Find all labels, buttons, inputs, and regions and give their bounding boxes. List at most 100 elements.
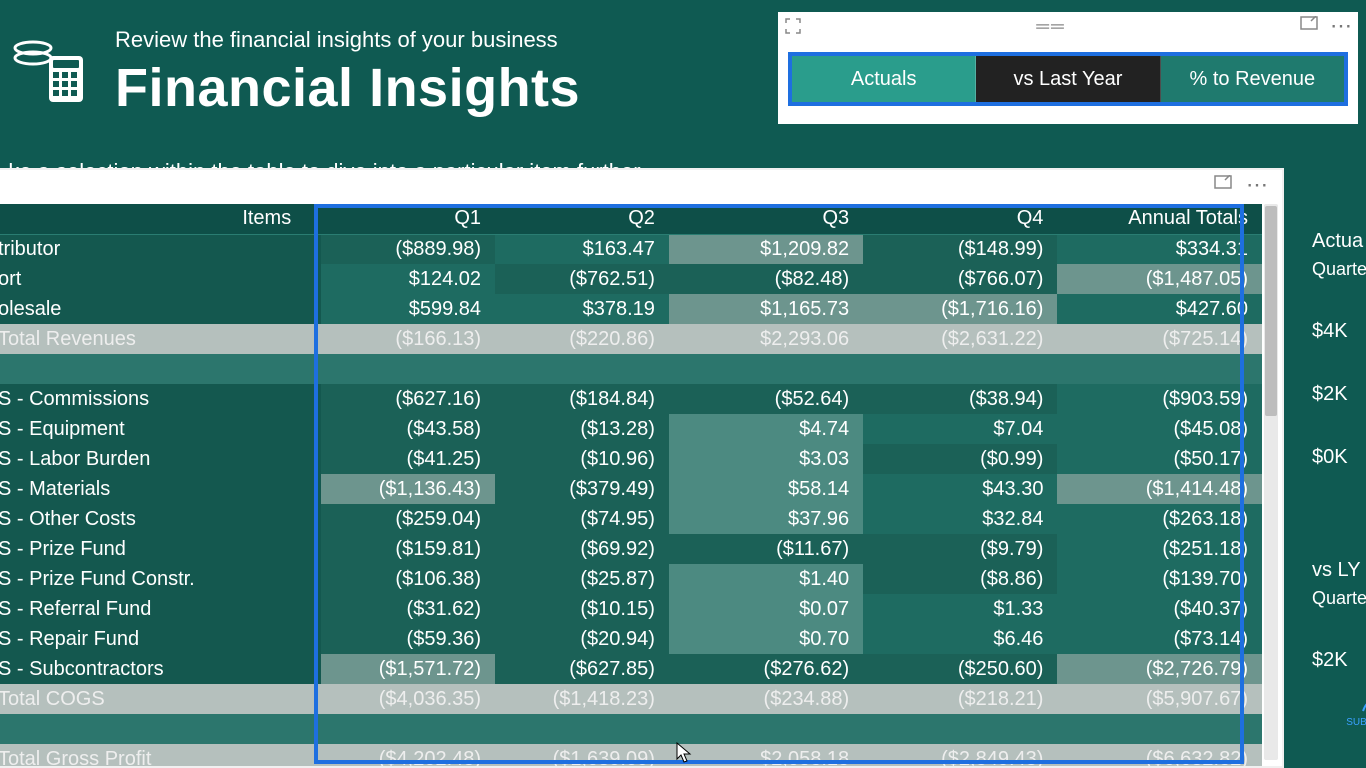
table-cell[interactable]: ($251.18) bbox=[1057, 534, 1262, 564]
table-cell[interactable]: ($25.87) bbox=[495, 564, 669, 594]
column-header[interactable]: Items bbox=[0, 204, 321, 234]
table-cell[interactable]: $2,293.06 bbox=[669, 324, 863, 354]
table-cell[interactable]: ($4,202.48) bbox=[321, 744, 495, 766]
table-row[interactable]: ort$124.02($762.51)($82.48)($766.07)($1,… bbox=[0, 264, 1262, 294]
table-row[interactable]: Total COGS($4,036.35)($1,418.23)($234.88… bbox=[0, 684, 1262, 714]
table-cell[interactable]: ($106.38) bbox=[321, 564, 495, 594]
table-cell[interactable]: ($59.36) bbox=[321, 624, 495, 654]
table-cell[interactable]: ($250.60) bbox=[863, 654, 1057, 684]
table-cell[interactable]: ($52.64) bbox=[669, 384, 863, 414]
table-row[interactable]: S - Referral Fund($31.62)($10.15)$0.07$1… bbox=[0, 594, 1262, 624]
column-header[interactable]: Q1 bbox=[321, 204, 495, 234]
table-cell[interactable]: $32.84 bbox=[863, 504, 1057, 534]
slicer-option-vslastyear[interactable]: vs Last Year bbox=[976, 56, 1160, 102]
table-cell[interactable]: ($40.37) bbox=[1057, 594, 1262, 624]
table-cell[interactable]: ($43.58) bbox=[321, 414, 495, 444]
row-label[interactable] bbox=[0, 714, 321, 744]
table-cell[interactable]: ($263.18) bbox=[1057, 504, 1262, 534]
table-cell[interactable]: ($166.13) bbox=[321, 324, 495, 354]
table-row[interactable]: Total Revenues($166.13)($220.86)$2,293.0… bbox=[0, 324, 1262, 354]
table-cell[interactable]: ($1,414.48) bbox=[1057, 474, 1262, 504]
table-row[interactable]: S - Other Costs($259.04)($74.95)$37.96$3… bbox=[0, 504, 1262, 534]
table-cell[interactable]: $7.04 bbox=[863, 414, 1057, 444]
table-cell[interactable] bbox=[495, 354, 669, 384]
table-cell[interactable]: ($31.62) bbox=[321, 594, 495, 624]
row-label[interactable]: S - Equipment bbox=[0, 414, 321, 444]
visual-header[interactable]: ══ ⋯ bbox=[778, 12, 1358, 40]
table-cell[interactable]: ($74.95) bbox=[495, 504, 669, 534]
table-cell[interactable]: $1,209.82 bbox=[669, 234, 863, 264]
row-label[interactable]: Total Revenues bbox=[0, 324, 321, 354]
table-row[interactable]: S - Materials($1,136.43)($379.49)$58.14$… bbox=[0, 474, 1262, 504]
table-cell[interactable]: ($259.04) bbox=[321, 504, 495, 534]
table-cell[interactable]: ($10.96) bbox=[495, 444, 669, 474]
table-cell[interactable]: $427.60 bbox=[1057, 294, 1262, 324]
table-cell[interactable]: ($82.48) bbox=[669, 264, 863, 294]
table-cell[interactable]: $599.84 bbox=[321, 294, 495, 324]
table-cell[interactable]: ($1,418.23) bbox=[495, 684, 669, 714]
scrollbar-thumb[interactable] bbox=[1265, 206, 1277, 416]
table-row[interactable]: S - Repair Fund($59.36)($20.94)$0.70$6.4… bbox=[0, 624, 1262, 654]
table-cell[interactable]: ($1,487.05) bbox=[1057, 264, 1262, 294]
table-cell[interactable]: ($69.92) bbox=[495, 534, 669, 564]
row-label[interactable]: olesale bbox=[0, 294, 321, 324]
table-cell[interactable]: ($45.08) bbox=[1057, 414, 1262, 444]
more-options-icon[interactable]: ⋯ bbox=[1330, 22, 1352, 30]
table-row[interactable]: tributor($889.98)$163.47$1,209.82($148.9… bbox=[0, 234, 1262, 264]
row-label[interactable]: S - Prize Fund Constr. bbox=[0, 564, 321, 594]
table-cell[interactable]: ($2,631.22) bbox=[863, 324, 1057, 354]
table-cell[interactable]: $37.96 bbox=[669, 504, 863, 534]
table-row[interactable] bbox=[0, 714, 1262, 744]
table-cell[interactable]: ($4,036.35) bbox=[321, 684, 495, 714]
table-cell[interactable]: $1.40 bbox=[669, 564, 863, 594]
table-cell[interactable]: ($13.28) bbox=[495, 414, 669, 444]
table-cell[interactable]: $3.03 bbox=[669, 444, 863, 474]
row-label[interactable]: ort bbox=[0, 264, 321, 294]
table-cell[interactable]: $163.47 bbox=[495, 234, 669, 264]
table-cell[interactable]: ($1,571.72) bbox=[321, 654, 495, 684]
table-row[interactable] bbox=[0, 354, 1262, 384]
table-cell[interactable]: ($148.99) bbox=[863, 234, 1057, 264]
table-cell[interactable]: ($11.67) bbox=[669, 534, 863, 564]
table-cell[interactable]: $334.31 bbox=[1057, 234, 1262, 264]
table-cell[interactable]: ($139.70) bbox=[1057, 564, 1262, 594]
table-cell[interactable]: ($276.62) bbox=[669, 654, 863, 684]
table-cell[interactable]: $0.07 bbox=[669, 594, 863, 624]
row-label[interactable] bbox=[0, 354, 321, 384]
table-cell[interactable]: $378.19 bbox=[495, 294, 669, 324]
table-cell[interactable]: ($903.59) bbox=[1057, 384, 1262, 414]
table-cell[interactable]: ($1,639.09) bbox=[495, 744, 669, 766]
slicer-option-actuals[interactable]: Actuals bbox=[792, 56, 976, 102]
table-cell[interactable]: ($73.14) bbox=[1057, 624, 1262, 654]
table-cell[interactable]: $0.70 bbox=[669, 624, 863, 654]
table-cell[interactable]: ($184.84) bbox=[495, 384, 669, 414]
table-cell[interactable]: ($889.98) bbox=[321, 234, 495, 264]
table-cell[interactable]: ($6,632.82) bbox=[1057, 744, 1262, 766]
table-cell[interactable]: ($762.51) bbox=[495, 264, 669, 294]
table-cell[interactable]: ($159.81) bbox=[321, 534, 495, 564]
table-cell[interactable]: $6.46 bbox=[863, 624, 1057, 654]
table-cell[interactable]: ($38.94) bbox=[863, 384, 1057, 414]
table-cell[interactable] bbox=[321, 714, 495, 744]
column-header[interactable]: Q2 bbox=[495, 204, 669, 234]
table-row[interactable]: S - Prize Fund($159.81)($69.92)($11.67)(… bbox=[0, 534, 1262, 564]
table-row[interactable]: S - Labor Burden($41.25)($10.96)$3.03($0… bbox=[0, 444, 1262, 474]
row-label[interactable]: Total COGS bbox=[0, 684, 321, 714]
table-cell[interactable] bbox=[495, 714, 669, 744]
table-cell[interactable]: $4.74 bbox=[669, 414, 863, 444]
table-row[interactable]: olesale$599.84$378.19$1,165.73($1,716.16… bbox=[0, 294, 1262, 324]
table-cell[interactable]: $124.02 bbox=[321, 264, 495, 294]
table-cell[interactable]: ($725.14) bbox=[1057, 324, 1262, 354]
slicer-option-pcttorev[interactable]: % to Revenue bbox=[1161, 56, 1344, 102]
table-cell[interactable]: ($8.86) bbox=[863, 564, 1057, 594]
table-row[interactable]: S - Equipment($43.58)($13.28)$4.74$7.04(… bbox=[0, 414, 1262, 444]
table-cell[interactable] bbox=[1057, 714, 1262, 744]
table-row[interactable]: S - Subcontractors($1,571.72)($627.85)($… bbox=[0, 654, 1262, 684]
column-header[interactable]: Annual Totals bbox=[1057, 204, 1262, 234]
financial-table-visual[interactable]: ⋯ ItemsQ1Q2Q3Q4Annual Totalstributor($88… bbox=[0, 168, 1284, 768]
table-cell[interactable]: ($2,849.43) bbox=[863, 744, 1057, 766]
table-cell[interactable]: ($0.99) bbox=[863, 444, 1057, 474]
table-cell[interactable] bbox=[863, 354, 1057, 384]
table-cell[interactable]: ($234.88) bbox=[669, 684, 863, 714]
table-cell[interactable]: ($50.17) bbox=[1057, 444, 1262, 474]
